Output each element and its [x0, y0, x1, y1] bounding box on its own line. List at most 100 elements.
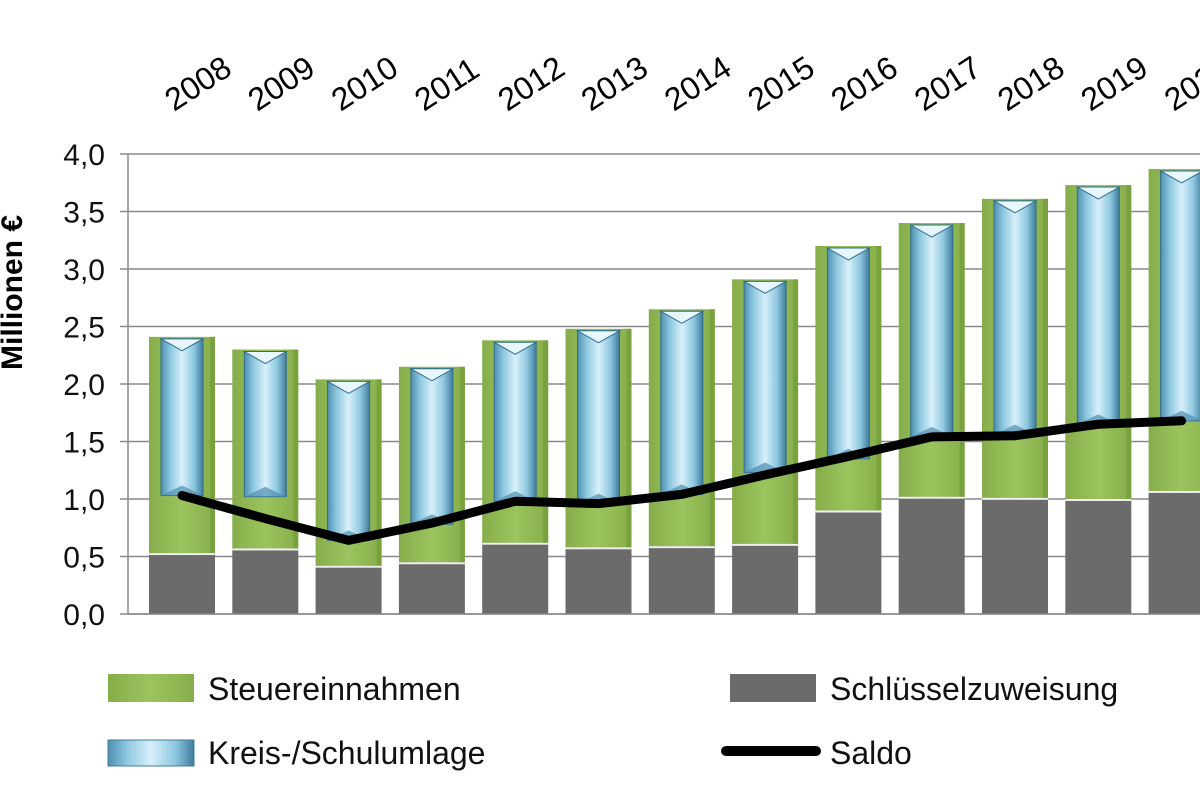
bar-schluesselzuweisung — [732, 543, 799, 614]
saldo-point — [347, 539, 350, 542]
bars — [149, 168, 1200, 614]
bar-shadow — [793, 279, 799, 544]
bar-shadow — [1126, 185, 1132, 500]
bar-kreis-schulumlage — [993, 200, 1037, 436]
bar-kreis-schulumlage — [660, 310, 704, 495]
axes — [120, 153, 1200, 615]
bar-kreis-schulumlage — [910, 224, 954, 438]
x-tick-label: 2014 — [658, 49, 737, 118]
y-tick-label: 2,0 — [63, 369, 105, 402]
y-tick-label: 3,0 — [63, 254, 105, 287]
bar-kreis-schulumlage — [577, 330, 620, 505]
bar-bevel-top — [742, 280, 788, 294]
bar-bevel-top — [409, 368, 455, 382]
bar-shadow — [1043, 198, 1048, 498]
bar-schluesselzuweisung — [815, 510, 882, 614]
bar-bevel-top — [1075, 186, 1122, 200]
x-tick-label: 2013 — [575, 49, 654, 118]
x-tick-label: 2009 — [242, 49, 321, 118]
x-tick-label: 2012 — [491, 49, 570, 118]
bar-shadow — [709, 309, 715, 547]
bar-separator — [149, 553, 215, 556]
x-tick-label: 2019 — [1075, 49, 1154, 118]
bar-schluesselzuweisung — [398, 562, 465, 614]
saldo-point — [264, 517, 267, 520]
legend-swatch-blue — [107, 739, 195, 767]
bar-separator — [232, 548, 299, 551]
saldo-point — [764, 473, 767, 476]
x-axis-year-labels: 2008 2009 2010 2011 2012 2013 2014 2015 2016 2017… — [158, 49, 1200, 118]
bar-bevel-top — [658, 310, 705, 324]
legend-item-kreis-schulumlage: Kreis-/Schulumlage — [107, 735, 485, 771]
y-tick-label: 1,5 — [63, 427, 105, 460]
bar-shadow — [543, 340, 549, 543]
legend-item-steuereinnahmen: Steuereinnahmen — [108, 671, 461, 707]
bar-separator — [398, 562, 465, 565]
bar-schluesselzuweisung — [232, 548, 299, 614]
legend-label-steuereinnahmen: Steuereinnahmen — [208, 671, 461, 707]
bar-shadow — [626, 328, 632, 548]
bar-schluesselzuweisung — [315, 565, 382, 614]
bar-shadow — [293, 349, 299, 549]
bar-kreis-schulumlage — [826, 247, 870, 460]
saldo-line-layer — [177, 416, 1187, 545]
bar-separator — [315, 565, 382, 568]
bar-bevel-top — [575, 330, 622, 344]
x-tick-label: 2017 — [908, 49, 987, 118]
bar-schluesselzuweisung — [482, 542, 549, 614]
bar-bevel-top — [242, 351, 289, 365]
bar-bevel-top — [1158, 170, 1200, 184]
x-tick-label: 2016 — [825, 49, 904, 118]
y-tick-label: 1,0 — [63, 484, 105, 517]
bar-schluesselzuweisung — [648, 546, 715, 614]
saldo-point — [430, 522, 433, 525]
legend-swatch-green — [108, 674, 194, 702]
bar-separator — [1148, 490, 1200, 493]
legend-item-saldo: Saldo — [721, 735, 912, 771]
bar-bevel-top — [825, 247, 872, 261]
bar-shadow — [959, 223, 965, 497]
bar-kreis-schulumlage — [160, 338, 204, 497]
bar-shadow — [210, 336, 215, 554]
bar-separator — [815, 510, 882, 513]
bar-bevel-bottom — [244, 486, 287, 497]
saldo-point — [930, 435, 933, 438]
y-tick-label: 3,5 — [63, 197, 105, 230]
bar-schluesselzuweisung — [898, 496, 965, 614]
y-axis-label: Millionen € — [0, 215, 29, 370]
legend: Steuereinnahmen Schlüsselzuweisung Kreis… — [107, 671, 1118, 771]
bar-shadow — [376, 379, 382, 566]
bar-separator — [648, 546, 715, 549]
saldo-point — [847, 455, 850, 458]
saldo-point — [1014, 434, 1016, 437]
bar-schluesselzuweisung — [982, 497, 1048, 614]
x-tick-label: 2011 — [408, 50, 485, 118]
bar-kreis-schulumlage — [327, 380, 371, 541]
bar-bevel-top — [992, 200, 1038, 214]
bar-schluesselzuweisung — [1065, 499, 1132, 614]
legend-label-kreis-schulumlage: Kreis-/Schulumlage — [208, 735, 485, 771]
bar-separator — [982, 497, 1048, 500]
saldo-point — [597, 502, 600, 505]
bar-schluesselzuweisung — [149, 553, 215, 614]
x-tick-label: 2015 — [741, 49, 820, 118]
bar-kreis-schulumlage — [410, 368, 454, 525]
bar-shadow — [876, 246, 882, 511]
bar-schluesselzuweisung — [1148, 490, 1200, 614]
bar-kreis-schulumlage — [1076, 186, 1120, 425]
bar-bevel-bottom — [161, 485, 203, 496]
saldo-point — [1180, 419, 1183, 422]
bar-separator — [732, 543, 799, 546]
bar-separator — [898, 496, 965, 499]
bar-kreis-schulumlage — [493, 341, 537, 502]
saldo-point — [1097, 423, 1100, 426]
y-tick-label: 0,0 — [63, 599, 105, 632]
legend-item-schluesselzuweisung: Schlüsselzuweisung — [730, 671, 1118, 707]
x-tick-label: 2020 — [1158, 49, 1200, 118]
x-tick-label: 2010 — [325, 49, 404, 118]
saldo-point — [514, 500, 517, 503]
legend-swatch-gray — [730, 674, 816, 702]
saldo-point — [680, 493, 683, 496]
x-tick-label: 2008 — [158, 49, 237, 118]
